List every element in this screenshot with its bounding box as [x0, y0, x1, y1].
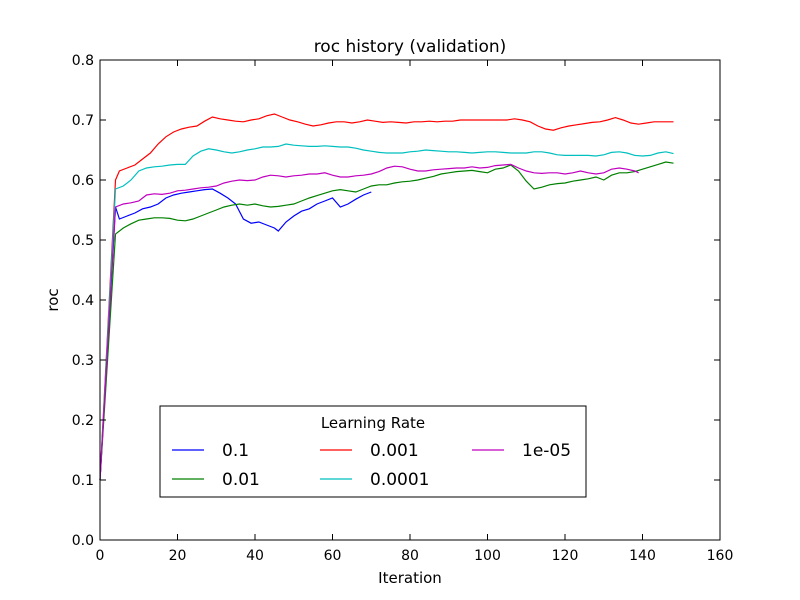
y-tick-label: 0.8 [72, 53, 94, 69]
series-line-1 [99, 161, 674, 481]
tick-layer: 0 20 40 60 80 100 120 140 160 0.0 0.1 0.2 0.3 0.4 0.5 0… [72, 53, 734, 564]
legend-label-2: 0.001 [370, 441, 419, 461]
y-tick-label: 0.2 [72, 413, 94, 429]
legend-title: Learning Rate [321, 414, 425, 432]
x-tick-label: 80 [401, 548, 419, 564]
x-tick-label: 120 [552, 548, 579, 564]
legend-label-0: 0.1 [222, 441, 249, 461]
y-axis-title: roc [44, 288, 62, 311]
x-tick-label: 40 [246, 548, 264, 564]
y-tick-label: 0.5 [72, 233, 94, 249]
legend-entries: 0.1 0.01 0.001 0.0001 1e-05 [172, 441, 571, 490]
y-tick-label: 0.0 [72, 533, 94, 549]
legend-label-3: 0.0001 [370, 470, 429, 490]
y-tick-label: 0.7 [72, 113, 94, 129]
x-tick-label: 20 [169, 548, 187, 564]
x-tick-label: 160 [707, 548, 734, 564]
series-layer [99, 113, 674, 481]
x-axis-title: Iteration [378, 569, 442, 587]
x-tick-label: 140 [629, 548, 656, 564]
legend-label-1: 0.01 [222, 470, 260, 490]
y-tick-label: 0.4 [72, 293, 94, 309]
series-line-4 [99, 163, 639, 481]
legend-label-4: 1e-05 [522, 441, 571, 461]
series-line-2 [99, 113, 674, 481]
legend: Learning Rate 0.1 0.01 0.001 0.0001 1e-05 [159, 405, 587, 498]
x-tick-label: 0 [96, 548, 105, 564]
chart-title: roc history (validation) [314, 37, 507, 57]
series-line-0 [99, 188, 372, 481]
series-line-3 [99, 143, 674, 481]
x-tick-label: 100 [474, 548, 501, 564]
x-tick-label: 60 [324, 548, 342, 564]
y-tick-label: 0.6 [72, 173, 94, 189]
y-tick-label: 0.3 [72, 353, 94, 369]
y-tick-label: 0.1 [72, 473, 94, 489]
legend-box [159, 405, 587, 498]
